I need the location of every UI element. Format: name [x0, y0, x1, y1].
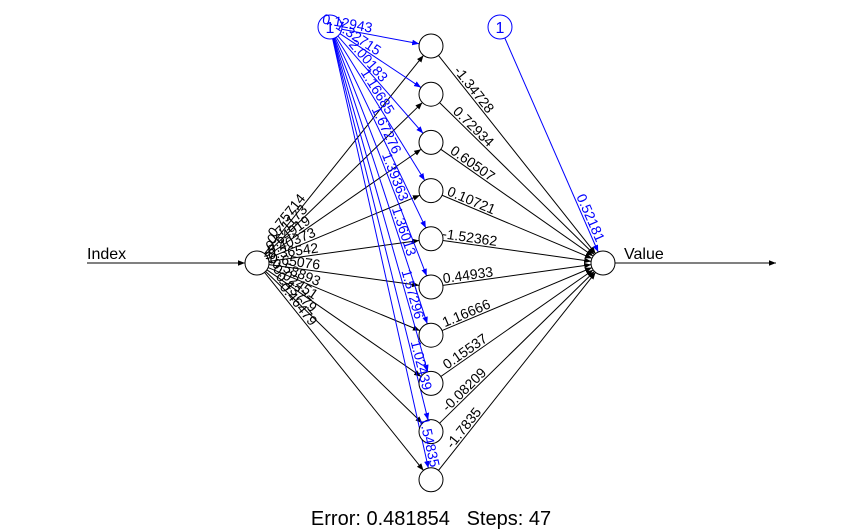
output-weight-3: 0.60507 — [448, 142, 499, 184]
input-edge-9 — [265, 270, 423, 424]
output-edge-3 — [440, 148, 594, 257]
hidden-bias-edge-4 — [335, 36, 426, 181]
input-weight-6: -0.65076 — [264, 249, 321, 272]
hidden-bias-weight-5: 1.67276 — [369, 104, 405, 157]
input-edge-3 — [266, 148, 422, 257]
output-weight-7: 1.16666 — [440, 296, 493, 330]
hidden-node-5 — [418, 226, 444, 252]
output-edge-10 — [438, 272, 596, 471]
training-summary: Error: 0.481854 Steps: 47 — [0, 508, 862, 531]
hidden-node-6 — [418, 274, 444, 300]
steps-value: 47 — [528, 508, 552, 530]
output-edge-2 — [439, 102, 595, 255]
input-weight-5: -0.36542 — [262, 239, 319, 262]
hidden-node-1 — [418, 33, 444, 59]
hidden-node-8 — [418, 370, 444, 396]
output-edge-6 — [442, 262, 592, 286]
input-edge-5 — [268, 238, 420, 262]
input-name: Index — [87, 246, 126, 263]
hidden-bias-edge-2 — [339, 33, 422, 88]
input-edge-7 — [267, 267, 421, 332]
output-node — [590, 250, 616, 276]
output-weight-9: -0.08209 — [439, 364, 490, 414]
hidden-bias-edge-3 — [337, 35, 424, 134]
hidden-bias-edge-7 — [333, 38, 428, 324]
hidden-bias-edge-10 — [332, 38, 430, 469]
output-bias-node-label: 1 — [496, 20, 505, 37]
input-edge-2 — [265, 102, 423, 256]
output-name: Value — [624, 246, 664, 263]
output-weight-4: 0.10721 — [445, 183, 498, 217]
output-edge-8 — [440, 269, 594, 377]
steps-label: Steps: — [466, 508, 524, 530]
hidden-node-3 — [418, 129, 444, 155]
hidden-bias-edge-6 — [333, 38, 428, 276]
labels: 0.75714-1.347280.129430.711730.729341.32… — [87, 11, 664, 469]
output-edge-9 — [439, 271, 595, 424]
hidden-bias-edge-8 — [332, 38, 429, 372]
output-edge-4 — [441, 194, 593, 259]
hidden-node-2 — [418, 81, 444, 107]
input-edge-10 — [264, 272, 424, 471]
error-value: 0.481854 — [366, 508, 450, 530]
input-edge-1 — [264, 55, 424, 254]
hidden-bias-edge-5 — [334, 37, 427, 229]
output-weight-5: -1.52362 — [441, 225, 498, 249]
output-weight-6: 0.44933 — [442, 263, 495, 286]
output-bias-edge — [504, 37, 599, 253]
error-label: Error: — [310, 508, 361, 530]
input-edge-8 — [266, 269, 422, 377]
hidden-bias-edge-1 — [341, 28, 420, 46]
input-edge-4 — [267, 194, 421, 259]
hidden-node-4 — [418, 178, 444, 204]
hidden-node-10 — [418, 467, 444, 493]
output-edge-5 — [442, 239, 592, 264]
hidden-bias-node — [317, 14, 343, 40]
output-bias-node — [487, 14, 513, 40]
output-bias-weight: 0.52181 — [573, 191, 608, 244]
hidden-bias-edge-9 — [332, 38, 430, 421]
hidden-node-9 — [418, 419, 444, 445]
output-edge-7 — [441, 267, 593, 332]
hidden-bias-weight-6: 1.39363 — [379, 150, 412, 203]
hidden-bias-node-label: 1 — [326, 20, 335, 37]
output-edge-1 — [438, 55, 596, 254]
input-node — [244, 250, 270, 276]
connections — [87, 28, 776, 471]
hidden-node-7 — [418, 322, 444, 348]
output-weight-8: 0.15537 — [440, 330, 491, 372]
